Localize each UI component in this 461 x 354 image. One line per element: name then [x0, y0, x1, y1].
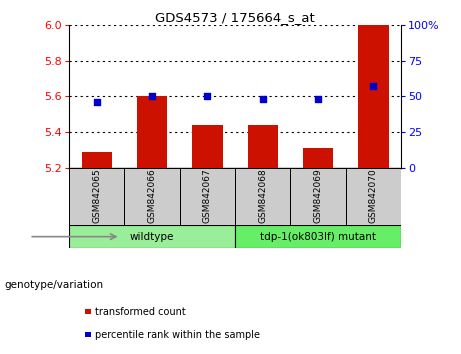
Bar [82, 152, 112, 168]
Bar [69, 168, 124, 225]
Text: wildtype: wildtype [130, 232, 174, 242]
Bar [235, 225, 401, 248]
Text: tdp-1(ok803lf) mutant: tdp-1(ok803lf) mutant [260, 232, 376, 242]
Bar [248, 125, 278, 168]
Bar [124, 168, 180, 225]
Title: GDS4573 / 175664_s_at: GDS4573 / 175664_s_at [155, 11, 315, 24]
Bar [69, 225, 235, 248]
Text: GSM842068: GSM842068 [258, 168, 267, 223]
Text: transformed count: transformed count [95, 307, 185, 316]
Text: percentile rank within the sample: percentile rank within the sample [95, 330, 260, 339]
Text: genotype/variation: genotype/variation [5, 280, 104, 290]
Bar [358, 25, 389, 168]
Text: GSM842066: GSM842066 [148, 168, 157, 223]
Bar [303, 148, 333, 168]
Point [314, 96, 322, 102]
Text: GSM842069: GSM842069 [313, 168, 323, 223]
Point [204, 94, 211, 99]
Text: GSM842067: GSM842067 [203, 168, 212, 223]
Text: GSM842065: GSM842065 [92, 168, 101, 223]
Point [93, 99, 100, 105]
Point [148, 94, 156, 99]
Bar [180, 168, 235, 225]
Point [259, 96, 266, 102]
Bar [235, 168, 290, 225]
Point [370, 83, 377, 88]
Bar [290, 168, 346, 225]
Bar [192, 125, 223, 168]
Bar [346, 168, 401, 225]
Text: GSM842070: GSM842070 [369, 168, 378, 223]
Bar [137, 97, 167, 168]
